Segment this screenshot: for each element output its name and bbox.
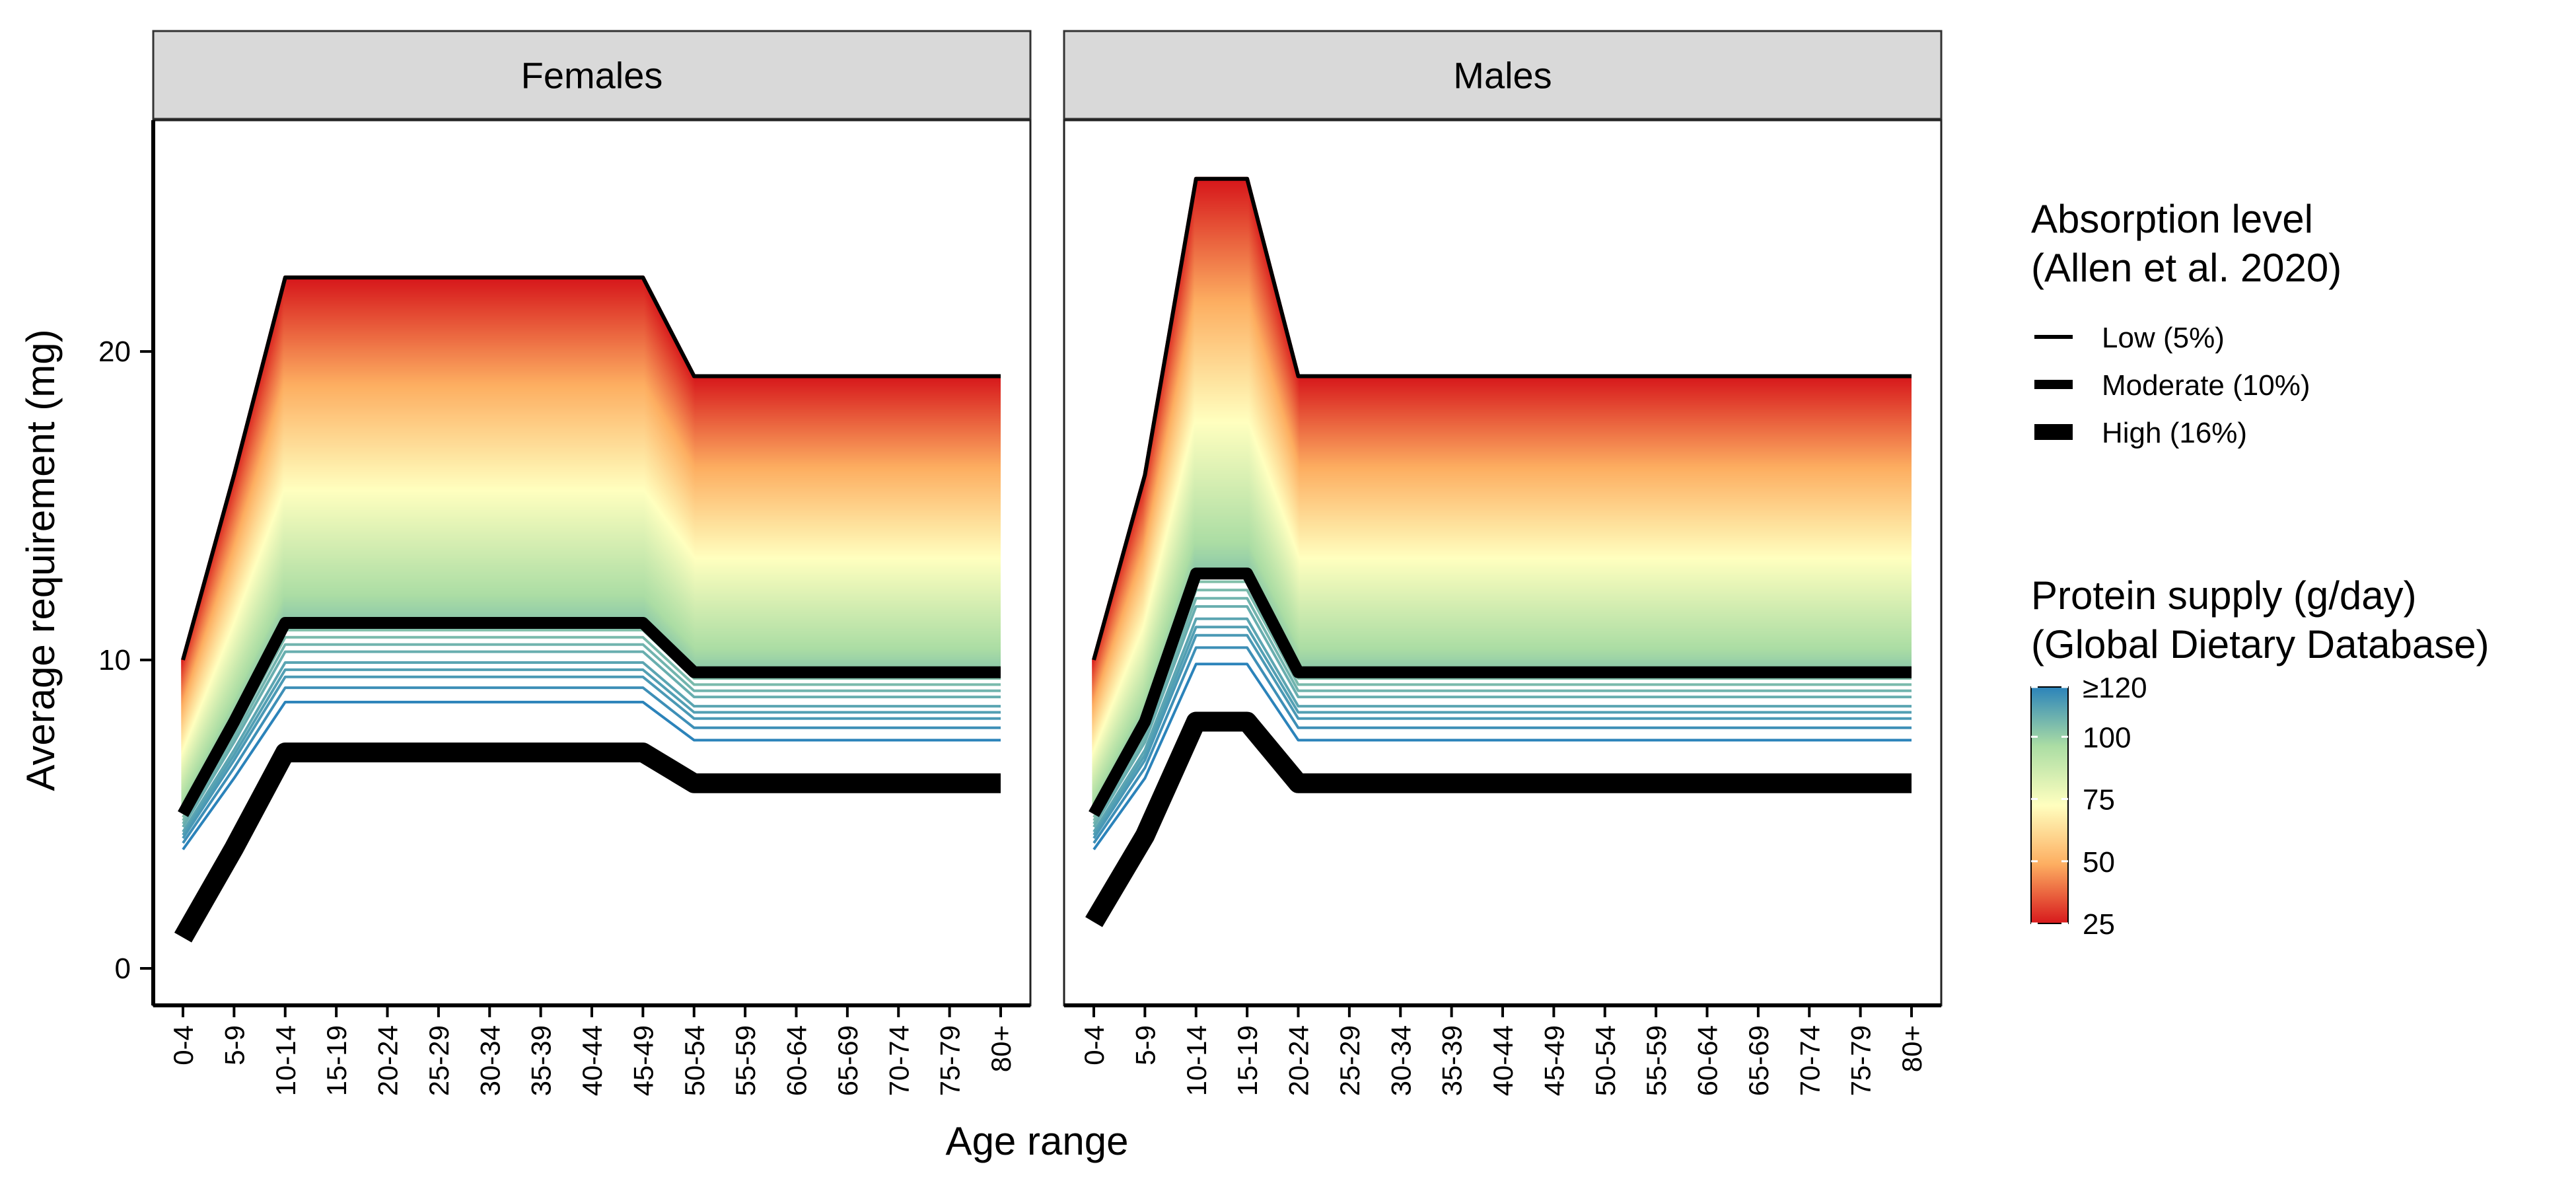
- panel-females: Females 0-4 5-9 10-14 15-19 20-24 25-29 30-34 35…: [98, 30, 1032, 1096]
- x-tick-label: 20-24: [373, 1025, 404, 1096]
- absorption-line-low: [181, 275, 1001, 661]
- protein-supply-line: [182, 661, 1001, 833]
- protein-legend-title: (Global Dietary Database): [2031, 622, 2489, 667]
- x-axis-title: Age range: [946, 1119, 1129, 1163]
- x-tick-label: 0-4: [168, 1025, 199, 1065]
- colorbar-tick-label: ≥120: [2083, 672, 2147, 704]
- protein-supply-line: [182, 643, 1001, 825]
- facet-strip: [1063, 30, 1943, 120]
- x-tick-label: 15-19: [1232, 1025, 1263, 1096]
- y-tick-label: 20: [98, 336, 131, 368]
- x-tick-label: 80+: [985, 1025, 1017, 1072]
- protein-supply-line: [182, 668, 1001, 836]
- x-tick-label: 70-74: [883, 1025, 914, 1096]
- y-tick-label: 10: [98, 644, 131, 676]
- x-tick-label: 25-29: [423, 1025, 454, 1096]
- x-tick-label: 35-39: [1437, 1025, 1468, 1096]
- x-tick-label: 60-64: [1692, 1025, 1723, 1096]
- facet-panels: Females 0-4 5-9 10-14 15-19 20-24 25-29 30-34 35…: [98, 30, 1943, 1096]
- protein-legend: Protein supply (g/day)(Global Dietary Da…: [2030, 573, 2489, 941]
- x-tick-label: 50-54: [679, 1025, 710, 1096]
- protein-supply-line: [1092, 580, 1912, 818]
- x-tick-label: 75-79: [1845, 1025, 1877, 1096]
- x-tick-label: 10-14: [1181, 1025, 1212, 1096]
- x-tick-label: 45-49: [627, 1025, 659, 1096]
- protein-supply-line: [1092, 633, 1912, 840]
- absorption-line-moderate: [1089, 567, 1912, 817]
- series-lines: [1092, 176, 1912, 851]
- x-tick-label: 55-59: [730, 1025, 761, 1096]
- colorbar-tick-label: 75: [2083, 784, 2115, 816]
- colorbar-tick-label: 25: [2083, 908, 2115, 941]
- x-tick-label: 15-19: [321, 1025, 352, 1096]
- x-tick-label: 5-9: [1129, 1025, 1161, 1065]
- absorption-legend: Absorption level (Allen et al. 2020) Low (…: [2031, 197, 2342, 449]
- facet-title: Males: [1453, 55, 1552, 96]
- x-tick-label: 20-24: [1283, 1025, 1314, 1096]
- protein-legend-title: Protein supply (g/day): [2031, 573, 2417, 618]
- absorption-legend-title: (Allen et al. 2020): [2031, 246, 2342, 290]
- protein-colorbar: [2030, 686, 2069, 924]
- absorption-line-low: [1092, 176, 1912, 661]
- protein-supply-line: [182, 686, 1001, 844]
- protein-supply-line: [1092, 617, 1912, 833]
- protein-supply-line: [1092, 605, 1912, 828]
- x-tick-label: 40-44: [577, 1025, 608, 1096]
- protein-supply-line: [182, 700, 1001, 851]
- protein-supply-line: [1092, 663, 1912, 851]
- x-tick-label: 25-29: [1334, 1025, 1365, 1096]
- x-tick-label: 70-74: [1794, 1025, 1825, 1096]
- series-lines: [181, 275, 1001, 851]
- x-tick-label: 40-44: [1487, 1025, 1519, 1096]
- x-tick-label: 55-59: [1641, 1025, 1672, 1096]
- x-tick-label: 60-64: [781, 1025, 812, 1096]
- y-tick-label: 0: [115, 953, 131, 985]
- x-tick-label: 65-69: [832, 1025, 863, 1096]
- protein-supply-line: [182, 635, 1001, 822]
- protein-supply-line: [1092, 596, 1912, 825]
- facet-title: Females: [521, 55, 663, 96]
- protein-supply-line: [182, 650, 1001, 828]
- x-tick-label: 65-69: [1743, 1025, 1774, 1096]
- protein-supply-line: [182, 675, 1001, 840]
- absorption-line-high: [1085, 711, 1912, 927]
- colorbar-tick-label: 50: [2083, 846, 2115, 879]
- absorption-key-label: Moderate (10%): [2102, 369, 2310, 402]
- facet-strip: [152, 30, 1032, 120]
- x-tick-label: 30-34: [1385, 1025, 1416, 1096]
- x-tick-label: 5-9: [219, 1025, 250, 1065]
- panel-males: Males 0-4 5-9 10-14 15-19 20-24 25-29 30-34 35-3…: [1063, 30, 1943, 1096]
- x-tick-label: 0-4: [1079, 1025, 1110, 1065]
- protein-supply-line: [1092, 589, 1912, 822]
- absorption-line-moderate: [178, 617, 1001, 817]
- colorbar-tick-label: 100: [2083, 721, 2131, 754]
- x-tick-label: 75-79: [935, 1025, 966, 1096]
- x-tick-label: 80+: [1896, 1025, 1927, 1072]
- protein-supply-line: [182, 628, 1001, 818]
- absorption-key-label: High (16%): [2102, 417, 2247, 449]
- y-axis-title: Average requirement (mg): [18, 329, 63, 791]
- x-tick-label: 50-54: [1590, 1025, 1621, 1096]
- legend: Absorption level (Allen et al. 2020) Low (…: [2030, 197, 2489, 941]
- absorption-key-label: Low (5%): [2102, 322, 2225, 354]
- protein-supply-line: [1092, 646, 1912, 844]
- absorption-line-high: [174, 742, 1001, 943]
- absorption-legend-title: Absorption level: [2031, 197, 2313, 241]
- x-tick-label: 30-34: [474, 1025, 505, 1096]
- x-tick-label: 45-49: [1538, 1025, 1569, 1096]
- protein-supply-line: [1092, 626, 1912, 836]
- x-tick-label: 10-14: [270, 1025, 301, 1096]
- x-tick-label: 35-39: [526, 1025, 557, 1096]
